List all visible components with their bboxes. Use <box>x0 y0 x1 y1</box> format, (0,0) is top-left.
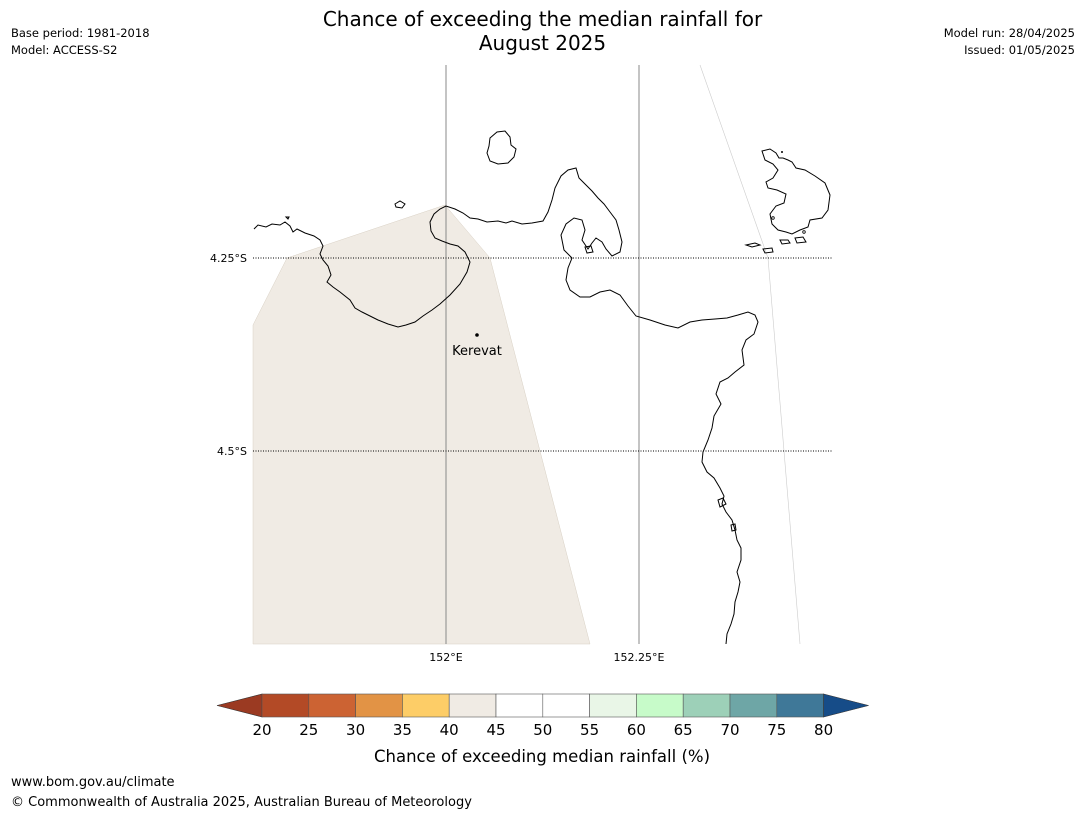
islet-east-3 <box>779 239 791 245</box>
colorbar-tick-label: 65 <box>674 721 693 739</box>
region-boundary-line <box>699 64 769 259</box>
metadata-right: Model run: 28/04/2025 Issued: 01/05/2025 <box>944 25 1075 59</box>
metadata-left: Base period: 1981-2018 Model: ACCESS-S2 <box>11 25 150 59</box>
colorbar-segment <box>448 693 497 718</box>
islet-east-7 <box>730 523 737 532</box>
island-small-west <box>394 200 406 209</box>
colorbar-segment <box>589 693 637 718</box>
colorbar-segment <box>355 693 403 718</box>
footer-url: www.bom.gov.au/climate <box>11 775 175 790</box>
islet-west <box>284 216 290 220</box>
colorbar-tick-label: 55 <box>580 721 599 739</box>
islet-dot-1 <box>781 151 783 153</box>
lon-label-152-25e: 152.25°E <box>614 651 665 664</box>
duke-of-york-islands <box>761 148 831 235</box>
colorbar-under-arrow <box>216 693 263 718</box>
islet-east-5 <box>584 245 594 254</box>
colorbar: 20 25 30 35 40 45 50 55 60 65 70 75 80 <box>216 693 869 739</box>
islet-east-6 <box>717 497 727 508</box>
title-line-1: Chance of exceeding the median rainfall … <box>322 7 763 31</box>
islet-east-2 <box>762 247 774 254</box>
model-run: Model run: 28/04/2025 <box>943 26 1075 40</box>
colorbar-segment <box>682 693 731 718</box>
colorbar-tick-label: 75 <box>767 721 786 739</box>
islet-dot-2 <box>771 216 775 220</box>
colorbar-tick-label: 20 <box>252 721 271 739</box>
colorbar-segment <box>542 693 590 718</box>
colorbar-tick-label: 50 <box>533 721 552 739</box>
islet-east-1 <box>744 242 762 248</box>
base-period: Base period: 1981-2018 <box>11 26 150 40</box>
colorbar-over-arrow <box>823 693 869 718</box>
islet-east-4 <box>794 236 807 244</box>
lat-label-4-5s: 4.5°S <box>217 445 247 458</box>
island-north <box>486 130 517 165</box>
title-line-2: August 2025 <box>478 31 607 55</box>
colorbar-tick-label: 45 <box>486 721 505 739</box>
lon-label-152e: 152°E <box>429 651 462 664</box>
islet-dot-3 <box>802 230 806 234</box>
model-name: Model: ACCESS-S2 <box>11 43 118 57</box>
forecast-region-40-45 <box>252 204 591 645</box>
kerevat-label: Kerevat <box>452 344 502 359</box>
colorbar-tick-label: 60 <box>627 721 646 739</box>
colorbar-tick-label: 70 <box>720 721 739 739</box>
footer-copyright: © Commonwealth of Australia 2025, Austra… <box>11 795 472 810</box>
colorbar-segment <box>261 693 310 718</box>
lat-label-4-25s: 4.25°S <box>210 252 247 265</box>
colorbar-segment <box>308 693 356 718</box>
colorbar-tick-label: 80 <box>814 721 833 739</box>
colorbar-tick-label: 25 <box>299 721 318 739</box>
colorbar-segment <box>776 693 824 718</box>
colorbar-segment <box>402 693 450 718</box>
colorbar-segment <box>495 693 544 718</box>
colorbar-tick-label: 35 <box>393 721 412 739</box>
map-title: Chance of exceeding the median rainfall … <box>0 7 1085 55</box>
colorbar-tick-label: 30 <box>346 721 365 739</box>
colorbar-tick-label: 40 <box>440 721 459 739</box>
colorbar-segment <box>729 693 778 718</box>
issued-date: Issued: 01/05/2025 <box>964 43 1075 57</box>
coastline <box>253 130 831 645</box>
coastline-main <box>253 167 759 645</box>
kerevat-marker <box>475 333 479 337</box>
colorbar-label: Chance of exceeding median rainfall (%) <box>374 747 710 766</box>
colorbar-segment <box>636 693 684 718</box>
